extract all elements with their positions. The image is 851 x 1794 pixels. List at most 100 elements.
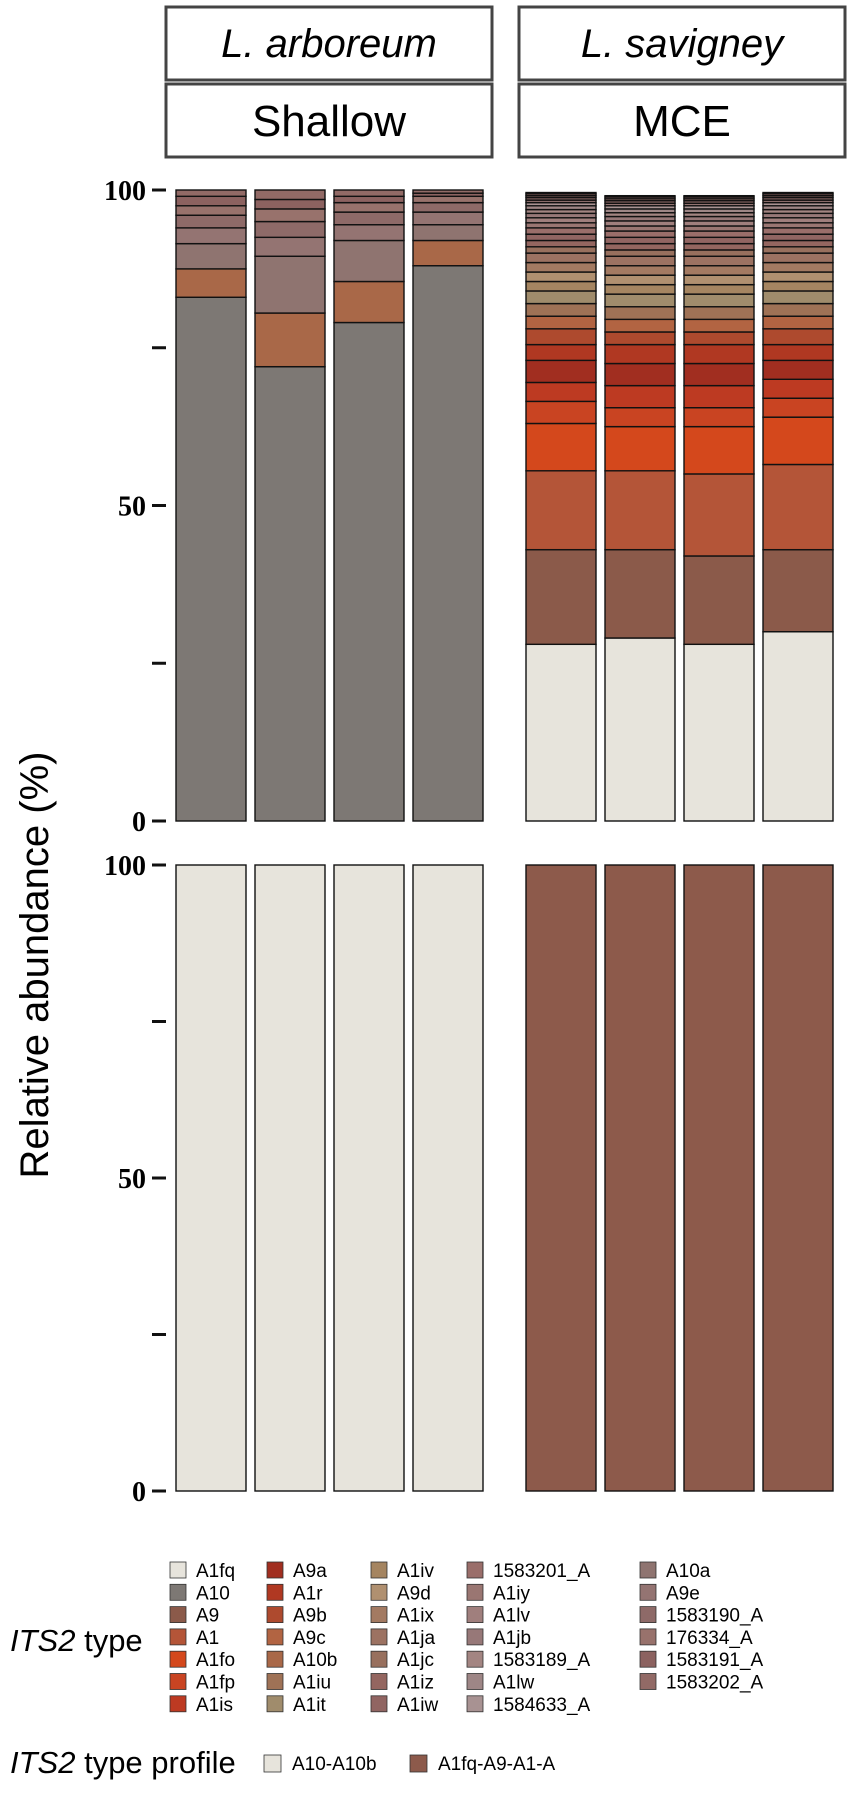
bar-segment-p1-s4-A1jc (525, 246, 597, 254)
bar-segment-p1-s5-A1fp (604, 406, 676, 428)
y-tick-label-1-4: 100 (104, 176, 146, 207)
bar-segment-p1-s7-A1iv (762, 280, 834, 292)
y-tick-label-2-0: 0 (132, 1477, 146, 1508)
bar-segment-p1-s5-A9b (604, 331, 676, 346)
legend-profile-items: A10-A10b A1fq-A9-A1-A (263, 1754, 556, 1775)
legend-swatch-A1r (266, 1583, 284, 1601)
legend-swatch-A1iz (370, 1673, 388, 1690)
legend-swatch-A1lv (466, 1606, 484, 1623)
bar-segment-p1-s1-176334_A (254, 208, 326, 223)
y-tick-label-1-2: 50 (118, 492, 146, 523)
bar-segment-p1-s4-A1fq (525, 643, 597, 822)
bar-segment-p1-s5-A1ix (604, 265, 676, 276)
legend-swatch-1583191_A (639, 1650, 657, 1668)
strip-species-box-right (517, 5, 847, 82)
bar-segment-p1-s5-A1it (604, 293, 676, 308)
bar-segment-p1-s4-A1iw (525, 233, 597, 242)
legend-swatch-A9b (266, 1606, 284, 1623)
legend-swatch-A1it (266, 1695, 284, 1713)
legend-label-1583189_A: 1583189_A (493, 1650, 591, 1671)
bar-segment-p1-s5-A1ja (604, 255, 676, 267)
bar-segment-p1-s5-A9d (604, 274, 676, 286)
legend-swatch-1583190_A (639, 1606, 657, 1623)
bar-segment-p1-s6-A1fp (683, 406, 755, 428)
legend-swatch-176334_A (639, 1628, 657, 1646)
legend-label-A1jb: A1jb (493, 1628, 531, 1649)
legend-swatch-A1fo (169, 1650, 187, 1668)
bar-segment-p1-s4-A1fp (525, 400, 597, 425)
legend-label-A1iz: A1iz (397, 1673, 434, 1694)
bar-segment-p1-s6-A9b (683, 331, 755, 346)
legend-label-A1fq: A1fq (196, 1561, 235, 1582)
legend-label-A1iu: A1iu (293, 1673, 331, 1694)
bar-segment-p1-s6-A9 (683, 555, 755, 646)
bar-segment-p1-s4-1583201_A (525, 227, 597, 235)
legend-swatch-1584633_A (466, 1695, 484, 1713)
bar-segment-p1-s7-1583201_A (762, 227, 834, 235)
bar-segment-p1-s7-1583202_A (762, 191, 834, 195)
bar-segment-p1-s5-A9a (604, 362, 676, 387)
legend-label-1584633_A: 1584633_A (493, 1695, 591, 1716)
legend-label-A10a: A10a (666, 1561, 711, 1582)
bar-segment-p1-s4-A1ja (525, 252, 597, 264)
bar-segment-p1-s5-A1jc (604, 249, 676, 257)
legend-label-A1fo: A1fo (196, 1650, 235, 1671)
bar-segment-p1-s4-A1iy (525, 222, 597, 229)
bar-segment-p1-s0-1583190_A (175, 214, 247, 229)
strip-species-right: L. savigney (581, 22, 786, 66)
legend-swatch-A9d (370, 1583, 388, 1601)
bar-segment-p1-s3-A10a (412, 224, 484, 242)
legend-profile-title-rest: type profile (75, 1745, 235, 1780)
bar-segment-p1-s0-A9e (175, 227, 247, 245)
bar-segment-p1-s3-A10b (412, 239, 484, 267)
strip-habitat-box-right (517, 82, 847, 159)
bar-segment-p1-s7-A9d (762, 271, 834, 283)
bar-segment-p1-s6-A1jc (683, 249, 755, 257)
legend-swatch-A10b (266, 1650, 284, 1668)
bar-segment-p1-s2-1583191_A (333, 195, 405, 204)
bar-segment-p1-s5-A1fq (604, 637, 676, 822)
bar-segment-p1-s4-A9c (525, 315, 597, 330)
bar-segment-p1-s0-A10 (175, 296, 247, 822)
facet-strip-left: L. arboreum Shallow (164, 5, 494, 159)
legend-label-A1iy: A1iy (493, 1583, 530, 1604)
strip-species-box-left (164, 5, 494, 82)
legend-type-title: ITS2 type (10, 1623, 143, 1658)
bar-segment-p1-s2-A10b (333, 280, 405, 324)
bar-segment-p1-s2-176334_A (333, 201, 405, 213)
legend-label-1583190_A: 1583190_A (666, 1606, 764, 1627)
legend-type-title-rest: type (75, 1623, 142, 1658)
bar-segment-p1-s0-176334_A (175, 205, 247, 216)
bar-segment-p1-s3-1583190_A (412, 201, 484, 213)
legend-label-176334_A: 176334_A (666, 1628, 753, 1649)
legend-swatch-A1fp (169, 1673, 187, 1690)
bar-segment-p1-s1-1583190_A (254, 220, 326, 239)
legend-swatch-A1 (169, 1628, 187, 1646)
bar-segment-p1-s5-A9 (604, 548, 676, 639)
bar-segment-p1-s7-A1jc (762, 246, 834, 254)
legend-profile-swatch-A1fq-A9-A1-A (409, 1754, 428, 1773)
legend-profile-title-italic: ITS2 (10, 1745, 75, 1780)
strip-habitat-box-left (164, 82, 494, 159)
bar-segment-p1-s6-A1iz (683, 242, 755, 251)
bar-segment-p1-s6-A1ix (683, 265, 755, 276)
bar-segment-p1-s5-A1lv (604, 220, 676, 227)
bar-segment-p1-s4-A1it (525, 290, 597, 305)
bar-segment-p1-s4-A1iu (525, 302, 597, 317)
legend-swatch-A1iu (266, 1673, 284, 1690)
bar-segment-p1-s4-A1is (525, 381, 597, 403)
bar-segment-p1-s2-A9e (333, 224, 405, 242)
bar-segment-p1-s4-A1fo (525, 422, 597, 472)
bar-segment-p1-s7-A1iy (762, 222, 834, 229)
strip-habitat-left: Shallow (252, 97, 406, 146)
panel-its2-type-profile (175, 864, 834, 1492)
bar-segment-p1-s6-A1iu (683, 306, 755, 321)
legend-label-A9: A9 (196, 1606, 219, 1627)
bar-segment-p1-s4-1583202_A (525, 191, 597, 195)
legend-label-A10b: A10b (293, 1650, 337, 1671)
legend-label-A1is: A1is (196, 1695, 233, 1716)
bar-segment-p1-s5-A9c (604, 318, 676, 333)
bar-segment-p1-s4-A1ix (525, 261, 597, 273)
bar-segment-p1-s6-A1fq (683, 643, 755, 822)
